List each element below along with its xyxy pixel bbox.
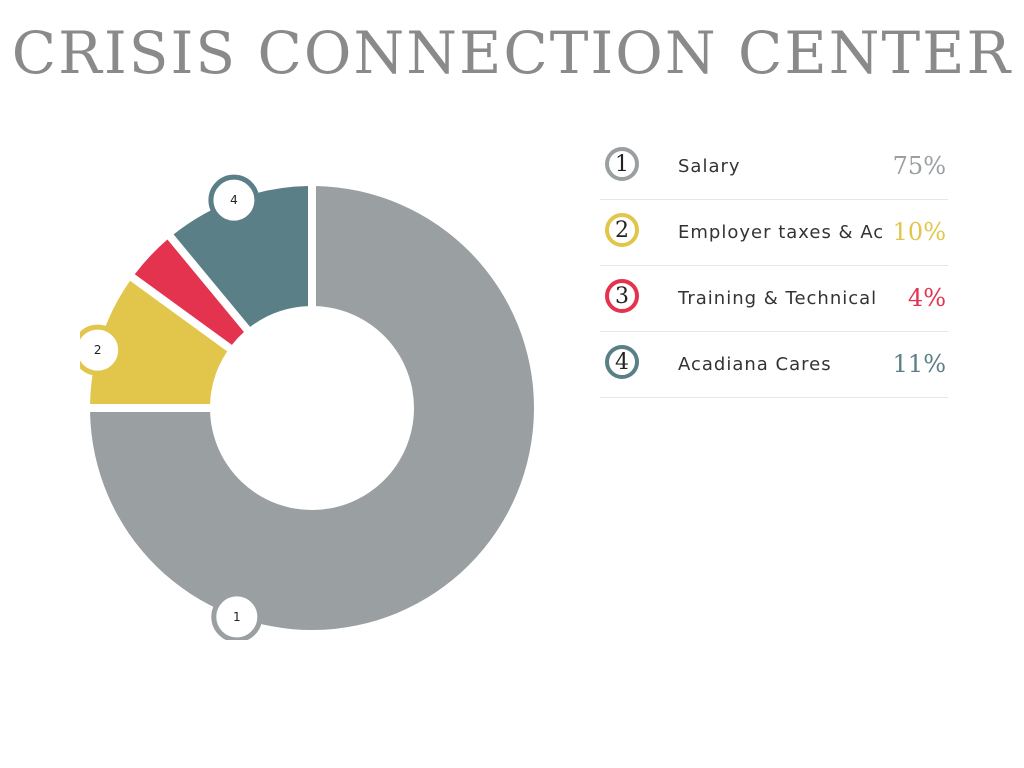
legend-value: 10% xyxy=(892,218,946,246)
legend-number-badge: 4 xyxy=(605,345,639,379)
callout-circle xyxy=(80,324,124,376)
legend-item: 2 Employer taxes & Acadiana Cares 10% xyxy=(600,200,948,266)
legend-label: Acadiana Cares xyxy=(678,354,832,375)
callout-circle xyxy=(211,591,263,640)
legend-value: 4% xyxy=(907,284,946,312)
callout-number: 2 xyxy=(94,343,102,357)
legend-value: 75% xyxy=(892,152,946,180)
slice-callout-2: 2 xyxy=(80,324,124,376)
callout-circle xyxy=(208,174,260,226)
donut-slice-1 xyxy=(90,186,534,630)
donut-slice-3 xyxy=(134,239,244,345)
slice-callout-1: 1 xyxy=(211,591,263,640)
donut-slice-4 xyxy=(173,186,309,327)
legend-item: 3 Training & Technical Assistance 4% xyxy=(600,266,948,332)
slice-callout-4: 4 xyxy=(208,174,260,226)
legend-label: Salary xyxy=(678,156,741,177)
legend-label: Training & Technical Assistance xyxy=(678,288,882,309)
legend-label: Employer taxes & Acadiana Cares xyxy=(678,222,882,243)
legend-item: 4 Acadiana Cares 11% xyxy=(600,332,948,398)
legend-number-badge: 2 xyxy=(605,213,639,247)
legend-value: 11% xyxy=(892,350,946,378)
legend-number-badge: 3 xyxy=(605,279,639,313)
callout-number: 4 xyxy=(230,193,238,207)
chart-legend: 1 Salary 75% 2 Employer taxes & Acadiana… xyxy=(600,134,948,398)
legend-item: 1 Salary 75% xyxy=(600,134,948,200)
donut-chart: 1 2 4 xyxy=(80,174,534,640)
callout-number: 1 xyxy=(233,610,241,624)
page-title: CRISIS CONNECTION CENTER xyxy=(11,19,1013,87)
donut-slice-2 xyxy=(90,280,228,405)
legend-number-badge: 1 xyxy=(605,147,639,181)
